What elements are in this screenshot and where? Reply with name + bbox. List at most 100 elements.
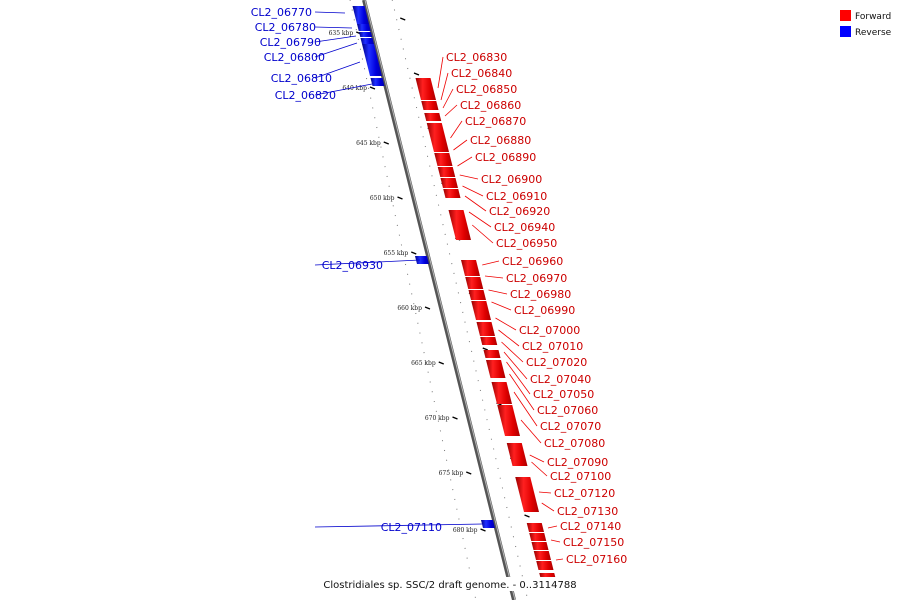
forward-gene-leader [484,275,504,279]
forward-gene-label: CL2_06950 [496,237,557,250]
scale-tick [424,306,431,310]
scale-label: 680 kbp [453,527,478,534]
scale-label: 650 kbp [370,195,395,202]
forward-gene-label: CL2_07040 [530,373,591,386]
forward-gene-label: CL2_06830 [446,51,507,64]
forward-gene-label: CL2_07160 [566,553,627,566]
forward-gene [434,153,453,166]
forward-gene-label: CL2_07020 [526,356,587,369]
forward-gene-leader [437,56,444,89]
reverse-gene-leader [314,61,361,79]
forward-gene-label: CL2_07050 [533,388,594,401]
forward-gene-leader [531,461,548,477]
forward-gene-label: CL2_06900 [481,173,542,186]
forward-gene-label: CL2_06880 [470,134,531,147]
forward-gene [515,477,539,512]
reverse-gene-leader [314,35,357,43]
forward-gene-leader [501,341,524,363]
forward-gene [483,350,501,358]
legend-reverse-label: Reverse [855,28,892,38]
forward-gene [465,277,484,289]
forward-gene-label: CL2_06940 [494,221,555,234]
reverse-gene-label: CL2_06820 [275,89,336,102]
forward-gene-label: CL2_06850 [456,83,517,96]
forward-gene-leader [482,260,500,266]
forward-gene [415,78,436,100]
genome-backbone [362,0,516,600]
forward-gene-leader [506,361,531,395]
forward-gene [476,322,495,336]
reverse-gene-label: CL2_06800 [264,51,325,64]
forward-gene [497,405,520,436]
forward-gene-leader [538,491,552,494]
forward-gene [536,561,554,570]
forward-gene-leader [457,156,473,167]
forward-gene-label: CL2_06870 [465,115,526,128]
reverse-gene [359,32,373,37]
reverse-gene-leader [314,83,373,96]
reverse-gene-label: CL2_06790 [260,36,321,49]
forward-gene-leader [450,120,463,139]
forward-gene-leader [459,174,479,180]
forward-gene-label: CL2_06890 [475,151,536,164]
forward-gene-leader [529,454,545,463]
reverse-gene-label: CL2_06780 [255,21,316,34]
forward-gene [468,290,486,300]
reverse-gene [370,78,385,86]
forward-gene-leader [491,301,512,311]
reverse-gene-leader [314,26,353,29]
scale-label: 660 kbp [397,305,422,312]
scale-label: 655 kbp [384,250,409,257]
forward-gene-label: CL2_07080 [544,437,605,450]
scale-label: 665 kbp [411,360,436,367]
scale-tick [438,361,444,365]
scale-tick [524,514,530,518]
reverse-gene [357,24,371,31]
forward-gene [437,167,456,177]
forward-gene [426,123,449,152]
forward-gene-label: CL2_06990 [514,304,575,317]
forward-gene-label: CL2_07010 [522,340,583,353]
forward-gene-leader [498,329,520,347]
scale-tick [466,471,472,475]
scale-tick [383,141,389,145]
forward-gene-leader [462,185,484,197]
forward-gene-leader [440,72,449,101]
forward-gene-leader [503,351,528,380]
forward-gene-label: CL2_06970 [506,272,567,285]
scale-tick [413,72,420,76]
legend-forward-swatch [840,10,851,21]
forward-gene [448,210,471,240]
forward-gene [421,101,439,110]
scale-tick [480,528,486,532]
forward-gene-label: CL2_07100 [550,470,611,483]
reverse-gene [481,520,495,528]
forward-gene [531,542,549,550]
forward-gene-leader [442,88,454,109]
forward-gene-label: CL2_07140 [560,520,621,533]
forward-gene-leader [550,539,561,543]
reverse-gene-label: CL2_06770 [251,6,312,19]
forward-genes: CL2_06830 CL2_06840 CL2_06850 CL2_06860 CL2_… [415,51,627,582]
scale-label: 670 kbp [425,415,450,422]
genome-caption: Clostridiales sp. SSC/2 draft genome. - … [323,580,576,591]
forward-gene [529,533,547,541]
forward-gene-leader [471,224,494,244]
forward-gene [491,382,512,404]
forward-gene-label: CL2_06840 [451,67,512,80]
forward-gene [506,443,528,466]
scale-tick [397,196,403,200]
reverse-gene [360,38,374,44]
forward-gene [440,178,458,188]
forward-gene [526,523,544,532]
scale-label: 675 kbp [439,470,464,477]
reverse-gene-leader [314,42,358,58]
forward-gene-leader [468,211,492,228]
forward-gene [424,113,442,121]
forward-gene-label: CL2_07090 [547,456,608,469]
forward-gene-label: CL2_07070 [540,420,601,433]
forward-gene [471,301,491,320]
forward-gene [461,260,480,276]
forward-gene-leader [541,502,555,512]
